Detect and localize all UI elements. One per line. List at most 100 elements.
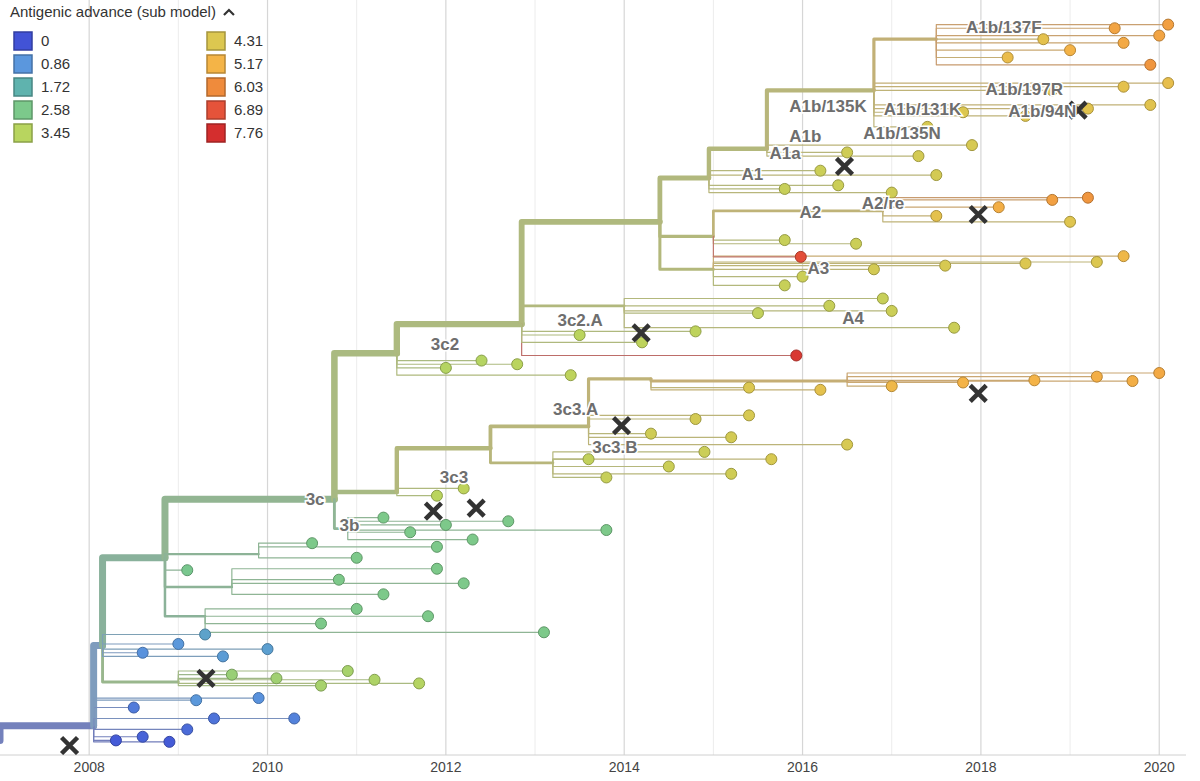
tip[interactable] [458,578,469,589]
tip[interactable] [795,251,806,262]
tip[interactable] [316,680,327,691]
tip[interactable] [1163,78,1174,89]
tip[interactable] [842,439,853,450]
tip[interactable] [467,534,478,545]
tip[interactable] [1065,45,1076,56]
legend-swatch[interactable] [207,78,225,96]
tip[interactable] [1127,376,1138,387]
legend-swatch[interactable] [14,55,32,73]
legend-swatch[interactable] [207,32,225,50]
tip[interactable] [744,410,755,421]
tip[interactable] [1091,371,1102,382]
tip[interactable] [565,370,576,381]
tip[interactable] [1109,23,1120,34]
tip[interactable] [1029,375,1040,386]
tip[interactable] [690,414,701,425]
tip[interactable] [958,377,969,388]
tip[interactable] [833,180,844,191]
tip[interactable] [766,454,777,465]
tip[interactable] [966,140,977,151]
tip[interactable] [690,326,701,337]
tip[interactable] [137,731,148,742]
tip[interactable] [877,293,888,304]
legend-swatch[interactable] [14,78,32,96]
legend-toggle[interactable] [224,10,234,15]
tip[interactable] [815,384,826,395]
tip[interactable] [1145,99,1156,110]
tip[interactable] [824,300,835,311]
tip[interactable] [1154,30,1165,41]
tip[interactable] [779,183,790,194]
tip[interactable] [1002,52,1013,63]
legend-swatch[interactable] [207,101,225,119]
tip[interactable] [913,151,924,162]
tip[interactable] [851,238,862,249]
tip[interactable] [1091,256,1102,267]
tip[interactable] [503,516,514,527]
tip[interactable] [931,170,942,181]
tip[interactable] [1118,81,1129,92]
tip[interactable] [333,574,344,585]
tip[interactable] [191,695,202,706]
legend-swatch[interactable] [207,124,225,142]
tip[interactable] [217,651,228,662]
tip[interactable] [307,538,318,549]
tip[interactable] [209,713,220,724]
tip[interactable] [440,519,451,530]
tip[interactable] [351,603,362,614]
tip[interactable] [842,147,853,158]
tip[interactable] [342,666,353,677]
tip[interactable] [726,432,737,443]
tip[interactable] [940,260,951,271]
legend-swatch[interactable] [14,32,32,50]
tip[interactable] [574,330,585,341]
tip[interactable] [173,638,184,649]
tip[interactable] [226,669,237,680]
tip[interactable] [414,678,425,689]
tip[interactable] [1047,194,1058,205]
tip[interactable] [538,627,549,638]
tip[interactable] [1082,192,1093,203]
tip[interactable] [752,308,763,319]
tip[interactable] [405,527,416,538]
tip[interactable] [1163,19,1174,30]
tip[interactable] [779,280,790,291]
tip[interactable] [886,381,897,392]
tip[interactable] [601,525,612,536]
tip[interactable] [726,468,737,479]
tip[interactable] [182,565,193,576]
tip[interactable] [431,541,442,552]
tip[interactable] [886,305,897,316]
tip[interactable] [431,563,442,574]
tip[interactable] [1118,37,1129,48]
tip[interactable] [931,210,942,221]
tip[interactable] [378,589,389,600]
legend-swatch[interactable] [14,101,32,119]
tip[interactable] [868,264,879,275]
tip[interactable] [476,355,487,366]
tip[interactable] [431,490,442,501]
legend-swatch[interactable] [14,124,32,142]
tip[interactable] [1145,59,1156,70]
tip[interactable] [128,702,139,713]
tip[interactable] [1065,216,1076,227]
tip[interactable] [378,512,389,523]
tip[interactable] [815,165,826,176]
legend-title[interactable]: Antigenic advance (sub model) [10,3,216,20]
tip[interactable] [253,693,264,704]
tip[interactable] [164,736,175,747]
tip[interactable] [262,644,273,655]
tip[interactable] [791,350,802,361]
tip[interactable] [182,724,193,735]
tip[interactable] [110,735,121,746]
tip[interactable] [512,359,523,370]
tip[interactable] [744,382,755,393]
tip[interactable] [699,446,710,457]
tip[interactable] [423,611,434,622]
tip[interactable] [316,618,327,629]
tip[interactable] [289,713,300,724]
tip[interactable] [351,552,362,563]
tip[interactable] [949,322,960,333]
tip[interactable] [1118,251,1129,262]
tip[interactable] [993,202,1004,213]
